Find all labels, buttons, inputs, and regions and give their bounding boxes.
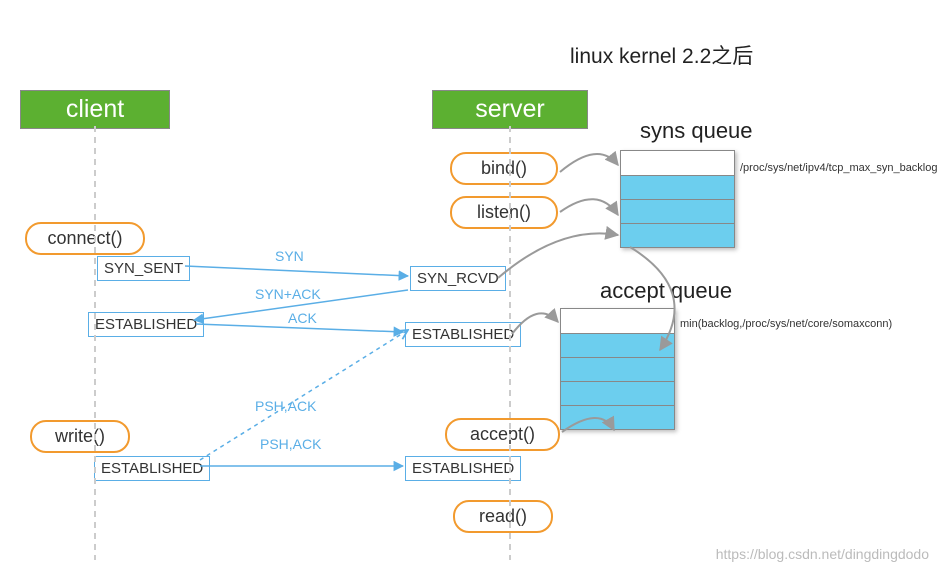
msg-label-pshack1: PSH,ACK xyxy=(255,398,316,414)
msg-label-pshack2: PSH,ACK xyxy=(260,436,321,452)
state-syn-sent: SYN_SENT xyxy=(97,256,190,281)
queue-row xyxy=(621,151,734,175)
state-syn-rcvd: SYN_RCVD xyxy=(410,266,506,291)
accept-queue xyxy=(560,308,675,430)
call-read: read() xyxy=(453,500,553,533)
queue-row xyxy=(561,405,674,429)
queue-row xyxy=(561,357,674,381)
queue-row xyxy=(621,175,734,199)
title-text: linux kernel 2.2之后 xyxy=(570,40,753,70)
queue-row xyxy=(561,309,674,333)
server-header: server xyxy=(432,90,588,129)
msg-label-synack: SYN+ACK xyxy=(255,286,321,302)
queue-row xyxy=(561,381,674,405)
syns-queue xyxy=(620,150,735,248)
queue-row xyxy=(621,223,734,247)
call-write: write() xyxy=(30,420,130,453)
curve-synrcvd-to-syns xyxy=(498,233,618,278)
call-listen: listen() xyxy=(450,196,558,229)
call-connect: connect() xyxy=(25,222,145,255)
msg-label-syn: SYN xyxy=(275,248,304,264)
client-header: client xyxy=(20,90,170,129)
state-s-established1: ESTABLISHED xyxy=(405,322,521,347)
accept-queue-desc: min(backlog,/proc/sys/net/core/somaxconn… xyxy=(680,318,892,330)
arrow-syn xyxy=(185,266,408,276)
accept-queue-label: accept queue xyxy=(600,278,732,304)
state-c-established2: ESTABLISHED xyxy=(94,456,210,481)
state-c-established1: ESTABLISHED xyxy=(88,312,204,337)
queue-row xyxy=(561,333,674,357)
state-s-established2: ESTABLISHED xyxy=(405,456,521,481)
syns-queue-label: syns queue xyxy=(640,118,753,144)
curve-bind-to-syns xyxy=(560,154,618,172)
curve-listen-to-syns xyxy=(560,199,618,215)
watermark: https://blog.csdn.net/dingdingdodo xyxy=(716,546,929,562)
syns-queue-desc: /proc/sys/net/ipv4/tcp_max_syn_backlog xyxy=(740,162,938,174)
call-bind: bind() xyxy=(450,152,558,185)
call-accept: accept() xyxy=(445,418,560,451)
queue-row xyxy=(621,199,734,223)
msg-label-ack: ACK xyxy=(288,310,317,326)
